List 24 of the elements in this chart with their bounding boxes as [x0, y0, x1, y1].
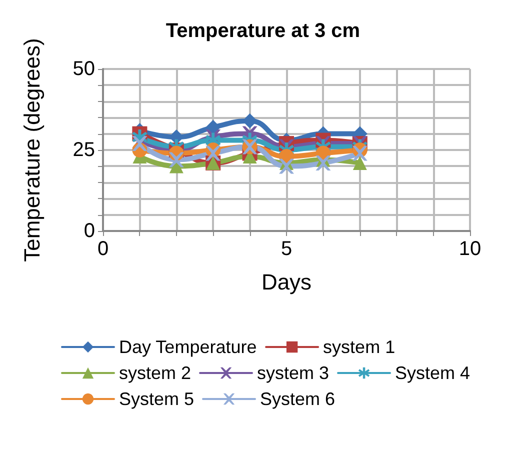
- x-tick-label: 0: [97, 238, 109, 260]
- legend-label: Day Temperature: [119, 337, 257, 357]
- y-tick-label: 50: [72, 58, 95, 80]
- point: [352, 146, 368, 161]
- point: [206, 120, 221, 135]
- legend-label: System 5: [119, 389, 194, 409]
- point: [352, 156, 367, 170]
- point: [132, 136, 148, 152]
- y-tick-label: 25: [72, 139, 95, 161]
- y-axis-title: Temperature (degrees): [20, 38, 44, 262]
- y-tick-label: 0: [84, 220, 95, 242]
- point: [316, 155, 331, 170]
- legend-label: system 3: [257, 363, 330, 383]
- point: [279, 158, 294, 174]
- x-tick-label: 5: [280, 238, 292, 260]
- legend-label: System 4: [395, 363, 470, 383]
- x-tick-label: 10: [458, 238, 482, 260]
- legend-label: System 6: [260, 389, 336, 409]
- legend-label: system 2: [119, 363, 192, 383]
- point: [168, 152, 184, 168]
- point: [206, 146, 221, 161]
- x-axis-title: Days: [261, 270, 312, 294]
- legend-label: system 1: [323, 337, 396, 357]
- chart-title: Temperature at 3 cm: [166, 20, 360, 42]
